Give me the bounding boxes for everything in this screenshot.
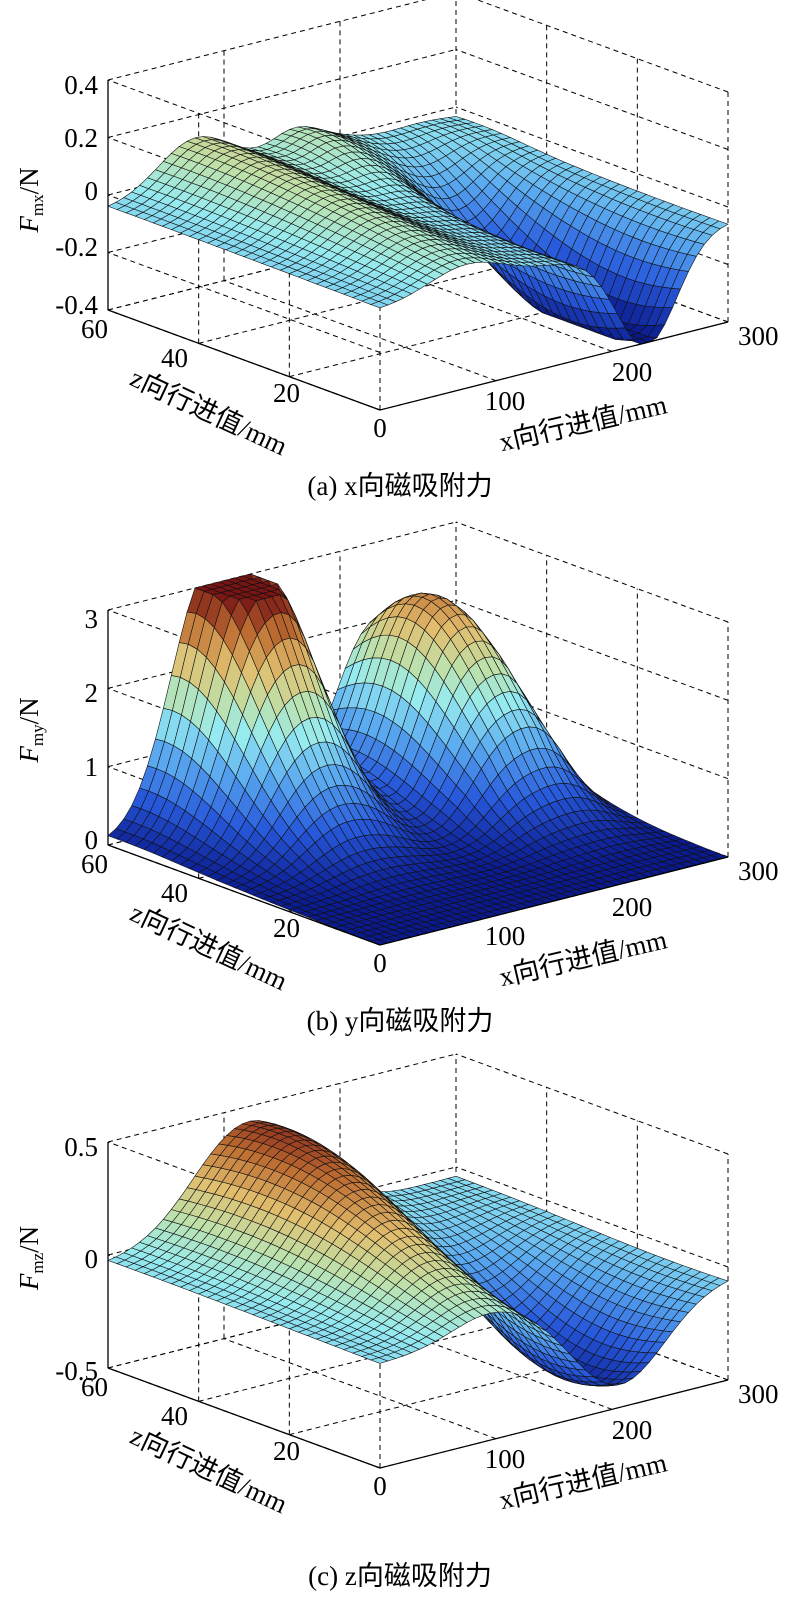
y-tick: 60 [81,314,108,344]
z-axis-label: Fmy/N [14,697,47,763]
surface-mesh [107,573,729,946]
y-tick: 40 [161,343,188,373]
z-tick: 0.4 [64,70,98,100]
x-tick: 0 [373,413,387,443]
y-ticks: 60 40 20 [81,314,300,408]
z-tick: -0.2 [55,232,98,262]
x-tick: 100 [485,1444,526,1474]
caption: (c) z向磁吸附力 [308,1561,492,1591]
surface-mesh [107,1120,729,1387]
grid-line [455,106,729,208]
y-tick: 60 [81,1372,108,1402]
z-ticks: 0.5 0 -0.5 [55,1132,98,1386]
y-tick: 40 [161,878,188,908]
grid-line [455,599,729,701]
x-tick: 100 [485,921,526,951]
chart-panel-a: 0.4 0.2 0 -0.2 -0.4 60 40 20 0 100 200 3… [14,0,779,501]
surface-patch [710,220,729,230]
x-tick: 300 [738,856,779,886]
grid-line [223,280,497,382]
z-tick: 1 [85,752,99,782]
y-axis-label: z向行进值/mm [126,897,292,996]
x-tick: 0 [373,948,387,978]
z-tick: 0 [85,1244,99,1274]
y-tick: 20 [273,913,300,943]
chart-panel-b: 3 2 1 0 60 40 20 0 100 200 300 Fmy/N z向行… [14,521,779,1036]
z-tick: 3 [85,604,99,634]
grid-line [455,1053,729,1155]
caption: (a) x向磁吸附力 [307,471,492,501]
grid-line [339,250,613,352]
grid-line [107,106,457,196]
x-tick: 200 [612,892,653,922]
x-tick: 200 [612,357,653,387]
grid-line [107,252,381,353]
x-tick: 200 [612,1415,653,1445]
y-axis-label: z向行进值/mm [126,362,292,461]
z-ticks: 3 2 1 0 [85,604,99,855]
y-axis-label: z向行进值/mm [126,1420,292,1519]
grid-line [455,49,729,150]
z-axis-label: Fmx/N [14,167,47,233]
x-ticks: 0 100 200 300 [373,321,778,443]
grid-line [107,0,427,81]
z-ticks: 0.4 0.2 0 -0.2 -0.4 [55,70,98,320]
grid-line [455,521,729,623]
z-tick: 2 [85,678,99,708]
grid-line [107,49,457,138]
grid-line [198,254,547,344]
x-tick: 100 [485,386,526,416]
y-tick: 20 [273,1436,300,1466]
grid-line [107,521,457,611]
y-tick: 20 [273,378,300,408]
x-tick: 300 [738,321,779,351]
x-tick: 0 [373,1471,387,1501]
grid-line [455,678,729,780]
grid-line [476,0,729,93]
surface-mesh [107,116,729,345]
caption: (b) y向磁吸附力 [307,1006,494,1036]
z-tick: 0.5 [64,1132,98,1162]
y-tick: 60 [81,849,108,879]
z-tick: 0.2 [64,123,98,153]
z-axis-label: Fmz/N [14,1226,47,1291]
z-tick: 0 [85,176,99,206]
y-tick: 40 [161,1401,188,1431]
z-tick: -0.4 [55,290,98,320]
axis-frame [107,80,729,411]
chart-panel-c: 0.5 0 -0.5 60 40 20 0 100 200 300 Fmz/N … [14,1053,779,1591]
x-tick: 300 [738,1379,779,1409]
